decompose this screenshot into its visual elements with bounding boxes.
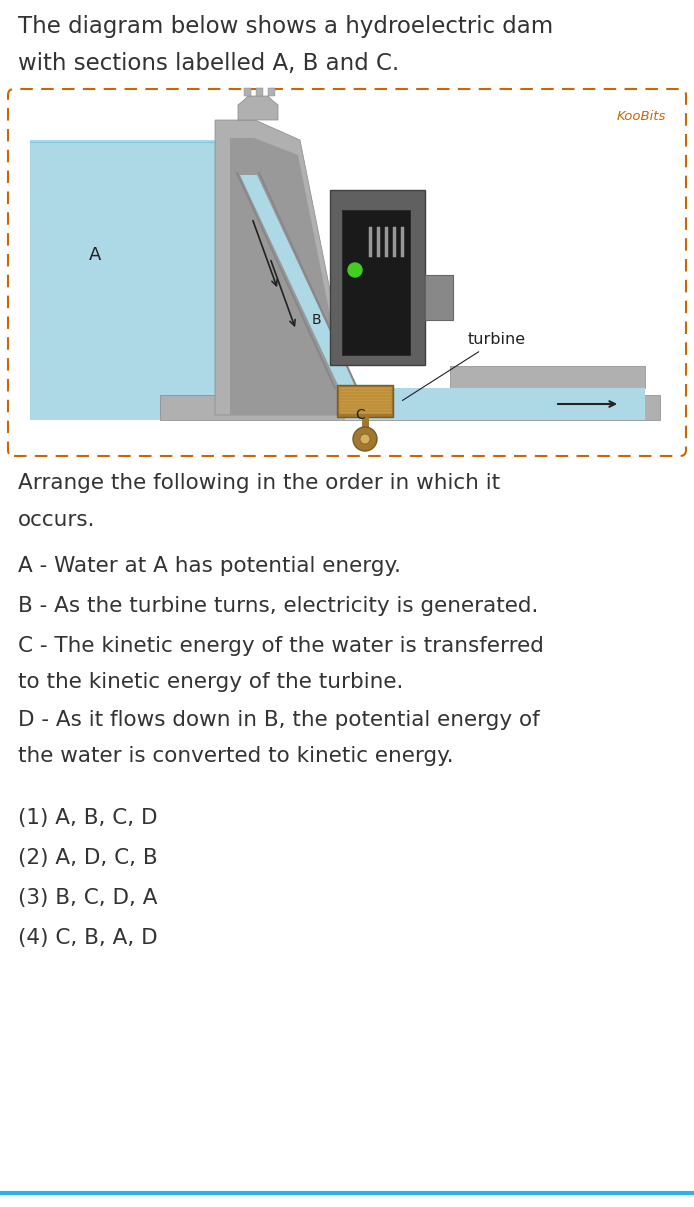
Polygon shape: [240, 175, 355, 385]
Circle shape: [348, 263, 362, 276]
Text: (2) A, D, C, B: (2) A, D, C, B: [18, 849, 158, 868]
Text: The diagram below shows a hydroelectric dam: The diagram below shows a hydroelectric …: [18, 14, 553, 37]
Text: turbine: turbine: [403, 332, 526, 401]
Text: B - As the turbine turns, electricity is generated.: B - As the turbine turns, electricity is…: [18, 596, 539, 616]
Text: C: C: [355, 408, 365, 422]
Text: to the kinetic energy of the turbine.: to the kinetic energy of the turbine.: [18, 672, 403, 692]
Circle shape: [353, 427, 377, 451]
Text: D - As it flows down in B, the potential energy of: D - As it flows down in B, the potential…: [18, 710, 540, 730]
Bar: [256, 88, 263, 97]
Bar: [268, 88, 275, 97]
Text: with sections labelled A, B and C.: with sections labelled A, B and C.: [18, 52, 399, 75]
Bar: [425, 275, 453, 320]
Circle shape: [360, 435, 370, 444]
Text: the water is converted to kinetic energy.: the water is converted to kinetic energy…: [18, 746, 454, 766]
Polygon shape: [30, 140, 230, 420]
Bar: [450, 366, 645, 387]
Polygon shape: [238, 97, 278, 119]
Bar: [330, 189, 425, 365]
Text: KooBits: KooBits: [617, 110, 666, 123]
Text: (3) B, C, D, A: (3) B, C, D, A: [18, 888, 158, 908]
Text: Arrange the following in the order in which it: Arrange the following in the order in wh…: [18, 473, 500, 492]
Polygon shape: [345, 387, 645, 420]
Polygon shape: [230, 138, 350, 415]
Bar: [160, 395, 660, 420]
Text: A: A: [89, 246, 101, 264]
Text: A - Water at A has potential energy.: A - Water at A has potential energy.: [18, 556, 401, 576]
Bar: [244, 88, 251, 97]
Text: (4) C, B, A, D: (4) C, B, A, D: [18, 928, 158, 947]
Text: (1) A, B, C, D: (1) A, B, C, D: [18, 807, 158, 828]
Polygon shape: [215, 119, 355, 415]
FancyBboxPatch shape: [8, 89, 686, 456]
Bar: [337, 385, 393, 416]
Text: occurs.: occurs.: [18, 511, 96, 530]
Bar: [342, 210, 410, 355]
Text: C - The kinetic energy of the water is transferred: C - The kinetic energy of the water is t…: [18, 636, 544, 655]
Text: B: B: [311, 313, 321, 327]
